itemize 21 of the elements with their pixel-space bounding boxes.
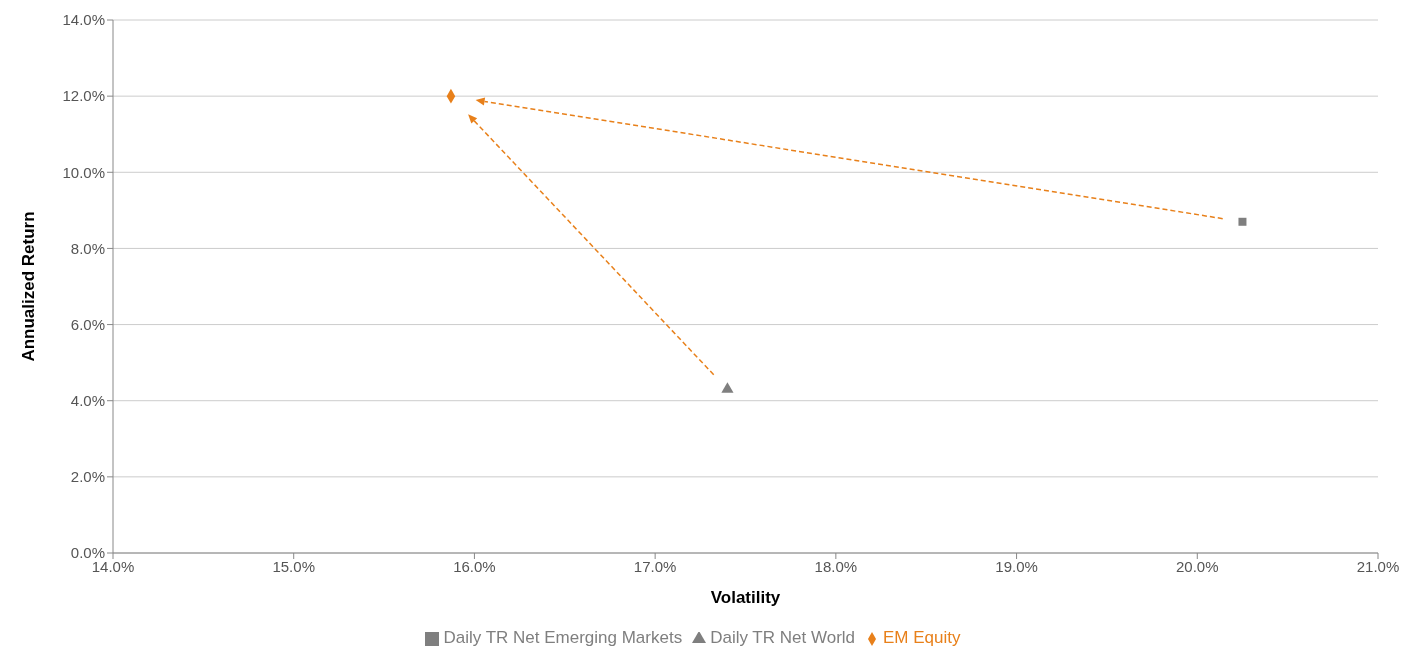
- x-tick-label: 20.0%: [1176, 557, 1219, 575]
- legend-label: Daily TR Net World: [710, 628, 856, 647]
- x-tick-label: 19.0%: [995, 557, 1038, 575]
- y-tick-label: 4.0%: [70, 392, 105, 410]
- x-tick-label: 16.0%: [453, 557, 496, 575]
- x-tick-label: 21.0%: [1356, 557, 1400, 575]
- y-tick-label: 8.0%: [70, 239, 105, 257]
- point: [721, 382, 734, 393]
- x-tick-label: 18.0%: [814, 557, 858, 575]
- y-tick-label: 14.0%: [62, 11, 105, 29]
- legend-label: Daily TR Net Emerging Markets: [443, 628, 683, 647]
- y-tick-label: 12.0%: [62, 87, 105, 105]
- point: [1238, 217, 1247, 226]
- y-axis-title: Annualized Return: [19, 211, 39, 362]
- y-tick-label: 6.0%: [70, 315, 105, 333]
- x-tick-label: 17.0%: [633, 557, 677, 575]
- legend-label: EM Equity: [883, 628, 961, 647]
- y-tick-label: 10.0%: [62, 163, 105, 181]
- x-tick-label: 15.0%: [272, 557, 315, 575]
- y-tick-label: 2.0%: [70, 468, 105, 486]
- x-axis-title: Volatility: [710, 588, 781, 607]
